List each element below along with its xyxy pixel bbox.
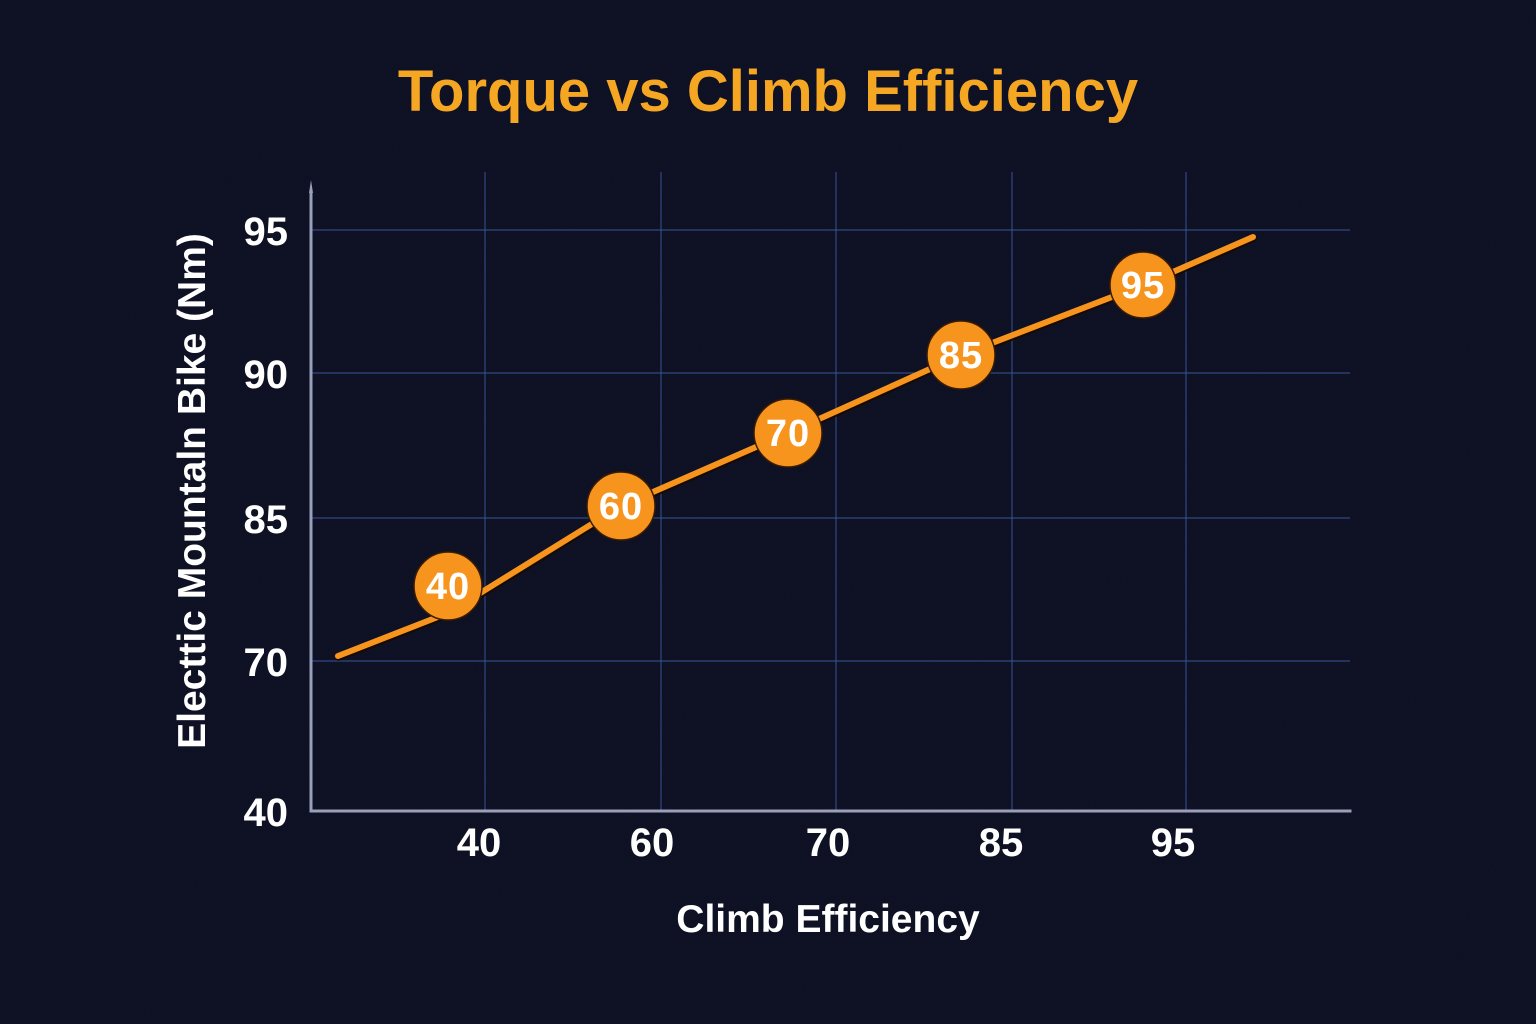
svg-text:40: 40 <box>457 821 502 865</box>
svg-text:70: 70 <box>766 413 810 455</box>
svg-text:60: 60 <box>599 486 643 528</box>
svg-text:40: 40 <box>244 791 289 835</box>
svg-text:95: 95 <box>244 210 289 254</box>
svg-text:70: 70 <box>244 641 289 685</box>
svg-text:Electtic Mountaln Bike (Nm): Electtic Mountaln Bike (Nm) <box>171 233 214 749</box>
svg-text:70: 70 <box>806 821 851 865</box>
svg-text:85: 85 <box>979 821 1024 865</box>
svg-text:85: 85 <box>939 335 983 377</box>
svg-text:90: 90 <box>244 353 289 397</box>
svg-text:60: 60 <box>630 821 675 865</box>
svg-text:95: 95 <box>1151 821 1196 865</box>
svg-text:95: 95 <box>1121 265 1165 307</box>
svg-text:Climb Efficiency: Climb Efficiency <box>676 898 980 941</box>
svg-text:40: 40 <box>426 566 470 608</box>
svg-text:85: 85 <box>244 498 289 542</box>
